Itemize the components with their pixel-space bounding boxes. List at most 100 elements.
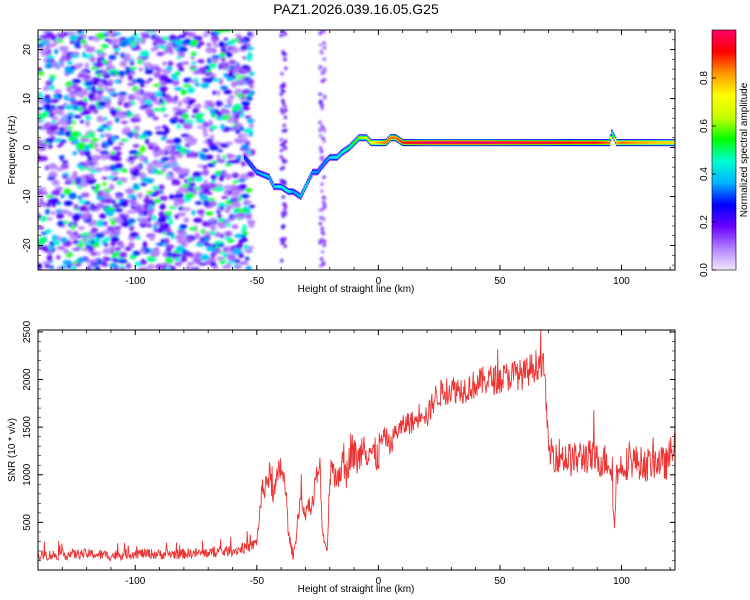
- signal-cell: [669, 141, 672, 144]
- signal-cell: [504, 141, 506, 144]
- noise-blob: [174, 214, 180, 220]
- noise-blob: [176, 110, 184, 115]
- signal-cell: [652, 141, 655, 144]
- noise-blob: [174, 261, 183, 267]
- noise-blob: [143, 92, 152, 96]
- noise-blob: [237, 241, 244, 248]
- spectrogram-xtick-label: -50: [250, 276, 265, 287]
- signal-cell: [591, 141, 594, 144]
- signal-cell: [656, 141, 658, 144]
- signal-cell: [600, 141, 602, 144]
- noise-blob: [159, 203, 166, 210]
- signal-cell: [444, 141, 447, 144]
- noise-blob: [66, 121, 72, 125]
- signal-cell: [386, 140, 388, 143]
- signal-cell: [357, 137, 359, 141]
- noise-blob: [171, 77, 180, 81]
- noise-blob: [246, 55, 253, 62]
- noise-blob: [125, 262, 132, 270]
- noise-blob: [38, 119, 42, 123]
- noise-blob: [247, 31, 252, 37]
- noise-blob: [132, 250, 141, 256]
- signal-cell: [403, 141, 405, 144]
- signal-cell: [425, 141, 427, 144]
- noise-blob: [280, 259, 284, 263]
- noise-blob: [153, 221, 160, 225]
- noise-blob: [202, 133, 209, 138]
- noise-blob: [58, 118, 68, 126]
- noise-blob: [246, 96, 253, 101]
- noise-blob: [282, 89, 286, 94]
- signal-cell: [397, 138, 399, 141]
- noise-blob: [129, 232, 140, 238]
- noise-blob: [107, 88, 116, 93]
- noise-blob: [139, 50, 150, 57]
- noise-blob: [201, 148, 209, 152]
- signal-cell: [268, 175, 270, 179]
- noise-blob: [149, 95, 155, 101]
- noise-blob: [77, 195, 83, 200]
- signal-cell: [436, 141, 438, 144]
- signal-cell: [657, 141, 659, 144]
- signal-cell: [586, 141, 589, 144]
- signal-cell: [421, 141, 424, 144]
- signal-cell: [455, 141, 458, 144]
- noise-blob: [50, 210, 56, 215]
- signal-cell: [574, 141, 577, 144]
- signal-cell: [422, 141, 425, 144]
- noise-blob: [139, 83, 145, 88]
- signal-cell: [577, 141, 579, 144]
- signal-cell: [609, 136, 612, 139]
- signal-cell: [383, 141, 386, 144]
- noise-blob: [100, 70, 108, 76]
- noise-blob: [203, 179, 208, 185]
- noise-blob: [282, 224, 286, 228]
- noise-blob: [192, 104, 202, 108]
- signal-cell: [401, 141, 404, 144]
- noise-blob: [48, 111, 54, 117]
- noise-blob: [43, 85, 50, 91]
- noise-blob: [85, 149, 91, 157]
- signal-cell: [257, 171, 259, 174]
- noise-blob: [181, 39, 191, 46]
- noise-blob: [321, 261, 326, 265]
- signal-cell: [325, 159, 328, 163]
- noise-blob: [240, 45, 248, 51]
- noise-blob: [75, 90, 85, 97]
- signal-cell: [254, 169, 257, 172]
- noise-blob: [95, 203, 105, 209]
- signal-cell: [347, 147, 349, 150]
- noise-blob: [199, 153, 207, 160]
- noise-blob: [82, 238, 88, 244]
- noise-blob: [128, 242, 135, 249]
- signal-cell: [592, 141, 595, 144]
- noise-blob: [181, 184, 190, 188]
- noise-blob: [108, 54, 117, 61]
- signal-cell: [543, 141, 545, 144]
- noise-blob: [59, 265, 68, 269]
- noise-blob: [161, 157, 170, 162]
- signal-cell: [400, 140, 403, 143]
- noise-blob: [88, 232, 96, 240]
- noise-blob: [235, 138, 241, 144]
- signal-cell: [569, 141, 572, 144]
- signal-cell: [541, 141, 544, 144]
- noise-blob: [320, 250, 325, 254]
- noise-blob: [322, 175, 326, 179]
- signal-cell: [660, 141, 663, 144]
- signal-cell: [260, 172, 263, 176]
- noise-blob: [323, 96, 327, 100]
- noise-blob: [133, 183, 139, 190]
- noise-blob: [110, 241, 116, 247]
- noise-blob: [44, 94, 51, 100]
- noise-blob: [165, 267, 171, 270]
- signal-cell: [665, 141, 668, 144]
- signal-cell: [583, 141, 585, 144]
- noise-blob: [113, 51, 120, 55]
- noise-blob: [46, 61, 53, 65]
- signal-cell: [578, 141, 580, 144]
- noise-blob: [323, 78, 327, 82]
- noise-blob: [173, 116, 179, 120]
- signal-cell: [290, 190, 292, 193]
